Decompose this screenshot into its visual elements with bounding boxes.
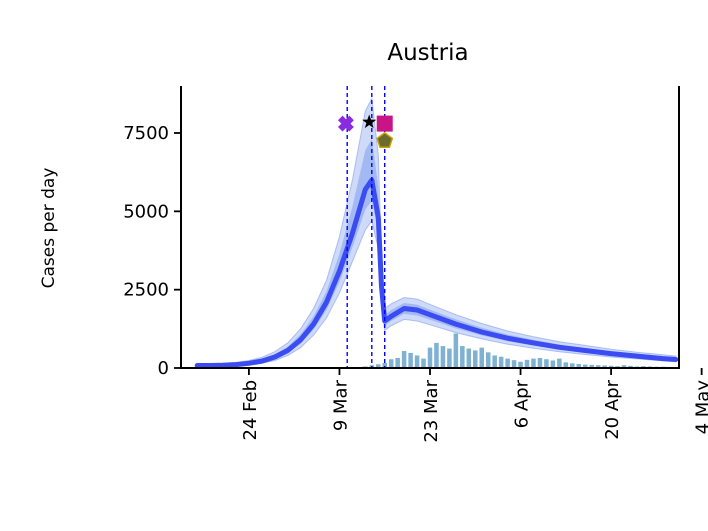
bar: [492, 355, 497, 368]
x-ticks: 24 Feb 9 Mar 23 Mar 6 Apr 20 Apr 4 May: [240, 368, 708, 443]
bar: [621, 365, 627, 368]
square-marker: [376, 115, 393, 132]
bar: [434, 342, 439, 368]
bar: [505, 358, 510, 368]
bar: [544, 359, 549, 368]
inner-band: [197, 139, 676, 366]
bar: [602, 365, 607, 368]
bar: [375, 364, 381, 368]
pentagon-marker: [376, 131, 394, 149]
bar: [582, 364, 588, 368]
bar: [460, 346, 465, 368]
model-line: [194, 177, 679, 368]
bar: [628, 365, 633, 368]
bar: [576, 363, 582, 368]
bar: [537, 357, 543, 368]
bar: [473, 350, 478, 368]
bar: [570, 363, 575, 368]
bar: [453, 333, 459, 368]
star-marker: [362, 114, 377, 129]
bar: [447, 348, 452, 368]
observed-cases-bars: [363, 333, 672, 368]
y-ticks: 0 2500 5000 7500: [123, 123, 181, 379]
bar: [511, 360, 517, 368]
bar: [550, 360, 556, 368]
chart-title: Austria: [387, 40, 468, 66]
bar: [421, 358, 426, 368]
bar: [498, 356, 504, 368]
bar: [518, 361, 523, 368]
x-tick-label: 6 Apr: [512, 379, 533, 428]
axis-frame: [180, 86, 680, 369]
y-axis-label: Cases per day: [39, 168, 59, 289]
bar: [524, 359, 530, 368]
bar: [589, 364, 594, 368]
bar: [557, 358, 562, 368]
bar: [440, 346, 446, 368]
bar: [401, 351, 407, 368]
model-line-group: [194, 177, 679, 368]
outer-band: [196, 96, 677, 367]
bar: [427, 347, 433, 368]
bar: [595, 365, 601, 368]
bar: [485, 352, 491, 368]
x-tick-label: 9 Mar: [330, 379, 351, 431]
cross-marker: [338, 115, 354, 132]
bar: [479, 347, 485, 368]
event-lines: [346, 86, 386, 368]
y-tick-label: 2500: [123, 280, 169, 301]
x-tick-label: 24 Feb: [240, 380, 261, 441]
bar: [608, 365, 614, 368]
y-tick-label: 0: [158, 358, 169, 379]
bar: [395, 357, 400, 368]
bar: [563, 362, 569, 368]
model-uncertainty-bands: [196, 96, 677, 367]
axes: [180, 86, 680, 369]
bar: [414, 355, 420, 368]
y-tick-label: 7500: [123, 123, 169, 144]
event-markers: [338, 114, 394, 149]
bar: [531, 358, 536, 368]
bar: [382, 362, 387, 368]
bar: [408, 352, 413, 368]
x-tick-label: 4 May: [693, 380, 708, 435]
bar: [388, 359, 394, 368]
x-tick-label: 20 Apr: [602, 379, 623, 439]
x-tick-label: 23 Mar: [421, 379, 442, 442]
y-tick-label: 5000: [123, 201, 169, 222]
bar: [466, 348, 472, 368]
